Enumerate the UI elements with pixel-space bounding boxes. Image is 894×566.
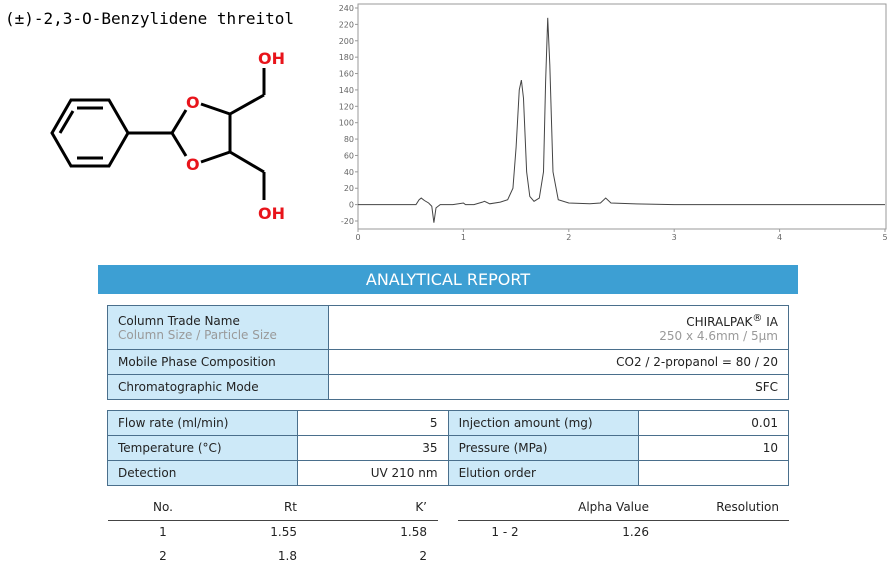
column-header: K’ bbox=[415, 500, 427, 514]
y-tick-label: 80 bbox=[344, 135, 354, 144]
column-table: Column Trade Name Column Size / Particle … bbox=[107, 305, 789, 400]
y-tick-label: 60 bbox=[344, 151, 354, 160]
cell-value: 1.58 bbox=[400, 525, 427, 539]
y-tick-label: 120 bbox=[339, 102, 354, 111]
row: Temperature (°C) 35 Pressure (MPa) 10 bbox=[106, 435, 790, 461]
structure bbox=[50, 68, 266, 200]
cell-label: Injection amount (mg) bbox=[447, 410, 639, 436]
cell-value: CO2 / 2-propanol = 80 / 20 bbox=[328, 349, 789, 375]
row: Detection UV 210 nm Elution order bbox=[106, 460, 790, 486]
y-tick-label: 140 bbox=[339, 86, 354, 95]
header-figures: (±)-2,3-O-Benzylidene threitol OH O O OH… bbox=[5, 3, 888, 242]
cell-label: Temperature (°C) bbox=[106, 435, 299, 461]
cell-value: 0.01 bbox=[637, 410, 790, 436]
column-header: No. bbox=[153, 500, 173, 514]
compound-name: (±)-2,3-O-Benzylidene threitol bbox=[5, 9, 294, 28]
x-tick-label: 4 bbox=[777, 233, 782, 242]
atom-label: O bbox=[186, 155, 200, 174]
y-tick-label: 160 bbox=[339, 70, 354, 79]
column-header: Alpha Value bbox=[578, 500, 649, 514]
cell-sublabel: Column Size / Particle Size bbox=[118, 327, 277, 342]
x-tick-label: 1 bbox=[461, 233, 466, 242]
cell-label: Mobile Phase Composition bbox=[107, 349, 329, 375]
cell-label: Column Trade Name bbox=[118, 313, 240, 328]
cell-value: 1.8 bbox=[277, 549, 297, 563]
cell-value: 1.26 bbox=[622, 525, 649, 539]
y-tick-label: 20 bbox=[344, 184, 354, 193]
row: Flow rate (ml/min) 5 Injection amount (mg)… bbox=[106, 410, 790, 436]
cell-value: 5 bbox=[297, 410, 449, 436]
conditions-table: Flow rate (ml/min) 5 Injection amount (mg)… bbox=[106, 410, 790, 486]
cell-value: 10 bbox=[637, 435, 790, 461]
x-tick-label: 0 bbox=[355, 233, 360, 242]
atom-label: OH bbox=[258, 49, 285, 68]
column-header: Rt bbox=[283, 500, 297, 514]
cell-value: 1 - 2 bbox=[491, 525, 519, 539]
cell-value: 1.55 bbox=[270, 525, 297, 539]
cell-label: Flow rate (ml/min) bbox=[106, 410, 299, 436]
y-tick-label: 200 bbox=[339, 37, 354, 46]
x-tick-label: 2 bbox=[566, 233, 571, 242]
cell-value: SFC bbox=[328, 374, 789, 400]
y-tick-label: 100 bbox=[339, 119, 354, 128]
column-header: Resolution bbox=[716, 500, 779, 514]
cell-value: UV 210 nm bbox=[297, 460, 449, 486]
cell-value: 2 bbox=[159, 549, 167, 563]
y-tick-label: -20 bbox=[341, 217, 354, 226]
y-tick-label: 220 bbox=[339, 20, 354, 29]
y-tick-label: 180 bbox=[339, 53, 354, 62]
cell-label: Elution order bbox=[447, 460, 639, 486]
cell-value: 250 x 4.6mm / 5µm bbox=[659, 328, 778, 343]
y-tick-label: 0 bbox=[349, 201, 354, 210]
report-title: ANALYTICAL REPORT bbox=[98, 265, 798, 294]
x-tick-label: 5 bbox=[882, 233, 887, 242]
atom-label: O bbox=[186, 93, 200, 112]
plot-frame bbox=[357, 3, 887, 230]
y-tick-label: 40 bbox=[344, 168, 354, 177]
y-tick-label: 240 bbox=[339, 4, 354, 13]
rule bbox=[108, 520, 438, 521]
cell-label: Detection bbox=[106, 460, 299, 486]
cell-label: Chromatographic Mode bbox=[107, 374, 329, 400]
cell-value: 2 bbox=[419, 549, 427, 563]
cell-value: 35 bbox=[297, 435, 449, 461]
cell-value bbox=[637, 460, 790, 486]
cell-value: IA bbox=[766, 314, 778, 329]
trace bbox=[358, 17, 885, 223]
cell-label: Pressure (MPa) bbox=[447, 435, 639, 461]
atom-label: OH bbox=[258, 204, 285, 223]
x-tick-label: 3 bbox=[672, 233, 677, 242]
cell-value: ® bbox=[752, 312, 763, 324]
cell-value: CHIRALPAK bbox=[686, 314, 753, 329]
cell-value: 1 bbox=[159, 525, 167, 539]
rule bbox=[458, 520, 789, 521]
